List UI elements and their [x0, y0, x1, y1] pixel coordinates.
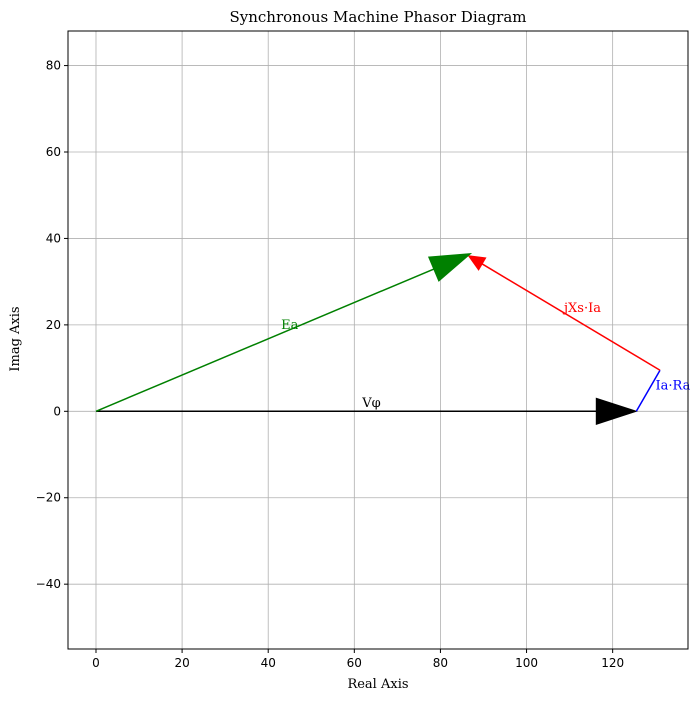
y-tick-label: −40: [36, 577, 61, 591]
phasor-iara-shaft: [635, 369, 661, 412]
plot-frame: [67, 30, 689, 650]
phasor-ea-arrowhead: [427, 252, 473, 282]
phasor-jxsia-arrowhead: [467, 255, 487, 271]
phasor-ea-label: Ea: [281, 318, 298, 333]
x-tick-label: 80: [433, 656, 448, 670]
axis-ticks: 0 20 40 60 80 100 120 −40 −20 0 20 40 60 80: [36, 59, 624, 670]
y-tick-label: 20: [46, 318, 61, 332]
x-tick-label: 20: [174, 656, 189, 670]
x-tick-label: 100: [515, 656, 538, 670]
x-tick-label: 40: [261, 656, 276, 670]
phasor-ea-shaft: [95, 266, 440, 412]
x-tick-label: 0: [92, 656, 100, 670]
y-tick-label: 60: [46, 145, 61, 159]
y-tick-label: 0: [53, 404, 61, 418]
x-axis-label: Real Axis: [347, 677, 408, 692]
y-tick-label: 40: [46, 231, 61, 245]
phasor-v-arrowhead: [595, 397, 638, 425]
phasor-jxsia-shaft: [479, 262, 661, 371]
y-tick-label: 80: [46, 59, 61, 73]
grid: [68, 31, 688, 649]
x-tick-label: 120: [601, 656, 624, 670]
chart-title: Synchronous Machine Phasor Diagram: [229, 8, 526, 26]
phasor-iara-label: Ia·Ra: [656, 379, 691, 394]
y-tick-label: −20: [36, 491, 61, 505]
y-axis-label: Imag Axis: [8, 306, 23, 371]
x-tick-label: 60: [347, 656, 362, 670]
phasor-jxsia-label: jXs·Ia: [562, 301, 601, 316]
phasor-v-label: Vφ: [361, 396, 381, 411]
phasor-vectors: Vφ Ia·Ra jXs·Ia Ea: [95, 252, 691, 425]
